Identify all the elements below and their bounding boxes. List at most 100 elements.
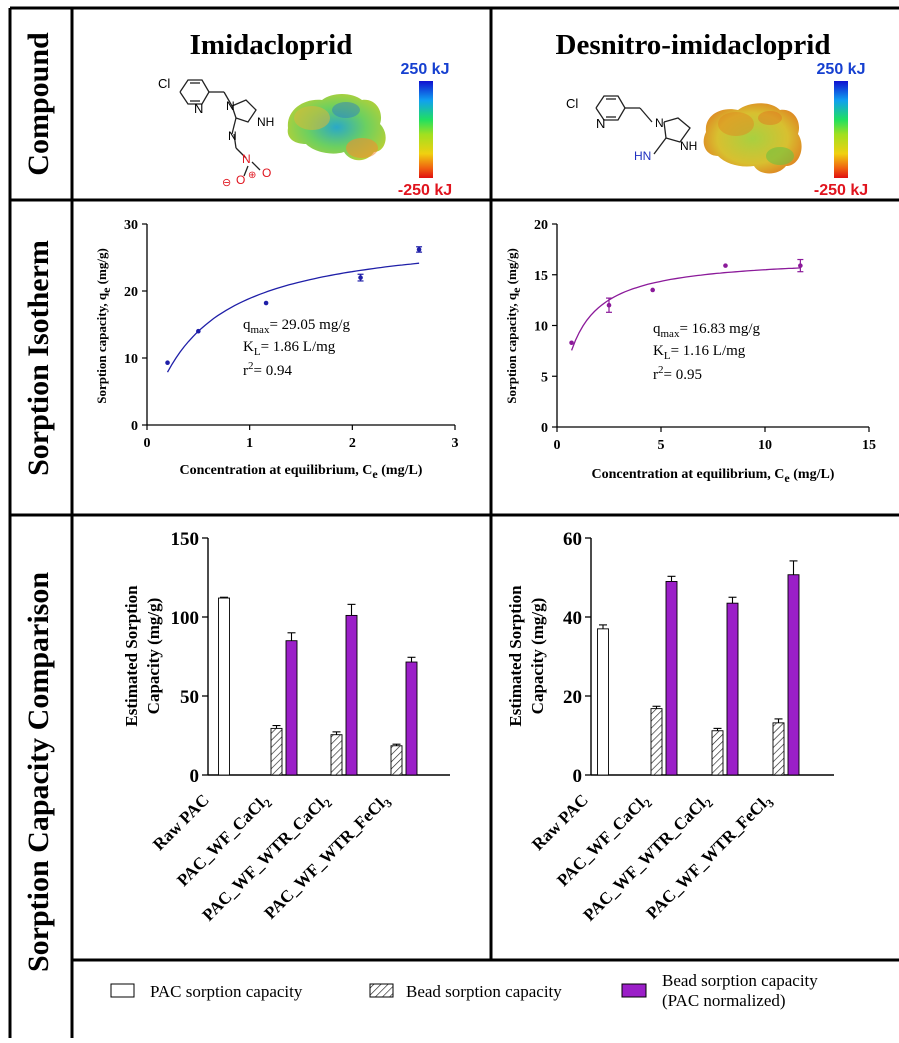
scale-bottom-label: -250 kJ [814,182,868,199]
y-axis-label: Sorption capacity, qe (mg/g) [504,248,523,404]
legend-label-pac: PAC sorption capacity [150,982,303,1001]
x-tick-label: 10 [758,438,772,453]
data-point [569,340,574,346]
legend-label-normalized-1: Bead sorption capacity [662,971,818,990]
y-axis-label: Capacity (mg/g) [528,598,547,715]
panel-frame [8,6,899,1038]
data-point [165,360,170,365]
atom-n1: N [655,116,664,130]
x-axis-label: Concentration at equilibrium, Ce (mg/L) [180,463,423,481]
bar [772,722,785,776]
esp-surface-desnitro [703,103,802,174]
y-tick-label: 0 [190,766,200,787]
legend-swatch-normalized [621,983,647,998]
atom-nh: NH [257,115,274,129]
x-axis-label: Concentration at equilibrium, Ce (mg/L) [592,467,835,485]
data-point [798,263,803,268]
structure-desnitro [595,95,691,155]
category-label: PAC_WF_WTR_FeCl3 [261,790,395,924]
atom-n-imine: N [228,129,237,143]
annotation-qmax: qmax= 16.83 mg/g [653,321,760,340]
y-tick-label: 0 [541,421,548,436]
atom-nitro-n: N [242,152,251,166]
annotation-kl: KL= 1.86 L/mg [243,339,336,358]
atom-o: O [262,166,271,180]
structure-imidacloprid [179,79,261,177]
row-label-isotherm: Sorption Isotherm [22,240,55,476]
legend-swatch-bead [369,983,394,998]
x-tick-label: 0 [554,438,561,453]
row-label-compound: Compound [22,32,55,176]
category-label: Raw PAC [528,790,592,854]
isotherm-chart-imidacloprid: 0 10 20 30 0 1 2 3 Sorption capacity, qe (mg/g) C… [94,218,459,481]
bar [787,574,800,776]
atom-o-minus: O [236,173,245,187]
atom-cl: Cl [566,96,578,111]
y-tick-label: 0 [131,419,138,434]
y-axis-label: Capacity (mg/g) [144,598,163,715]
scale-top-label: 250 kJ [401,61,450,78]
x-tick-label: 3 [452,436,459,451]
y-tick-label: 20 [563,687,582,708]
bar [597,628,609,776]
y-tick-label: 40 [563,608,582,629]
data-point [358,275,363,280]
annotation-kl: KL= 1.16 L/mg [653,343,746,362]
color-scale-bar [834,81,848,178]
atom-hn: HN [634,149,651,163]
y-tick-label: 5 [541,370,548,385]
x-tick-label: 1 [246,436,253,451]
bar [218,597,230,776]
compound-panel-desnitro: Desnitro-imidacloprid Cl N N NH HN 250 k… [556,29,869,199]
category-label: PAC_WF_WTR_FeCl3 [643,790,777,924]
atom-n-ring: N [194,101,203,116]
atom-n1: N [226,99,235,113]
legend-swatch-pac [110,983,135,998]
atom-cl: Cl [158,76,170,91]
y-tick-label: 10 [534,320,548,335]
langmuir-fit-line [166,262,420,373]
atom-nh: NH [680,139,697,153]
data-point [723,263,728,268]
charge-plus: ⊕ [248,170,256,181]
legend-label-normalized-2: (PAC normalized) [662,991,786,1010]
data-point [196,328,201,334]
bar [726,602,739,776]
charge-minus: ⊖ [222,177,231,189]
isotherm-chart-desnitro: 0 5 10 15 20 0 5 10 15 Sorption capacity, qe (mg/… [504,218,876,485]
atom-n-ring: N [596,116,605,131]
bar [285,640,298,776]
bar [330,734,343,776]
x-tick-label: 0 [144,436,151,451]
legend: PAC sorption capacity Bead sorption capa… [110,971,818,1010]
scale-bottom-label: -250 kJ [398,182,452,199]
bar [711,730,724,776]
data-point [606,302,612,308]
bar [665,581,678,776]
y-tick-label: 20 [534,218,548,233]
langmuir-fit-line [570,267,801,351]
y-tick-label: 60 [563,529,582,550]
y-tick-label: 100 [171,608,200,629]
category-label: Raw PAC [149,790,213,854]
data-point [650,287,655,293]
annotation-r2: r2= 0.94 [243,360,292,379]
data-point [416,247,422,252]
x-tick-label: 2 [349,436,356,451]
y-tick-label: 10 [124,352,138,367]
y-tick-label: 50 [180,687,199,708]
scale-top-label: 250 kJ [817,61,866,78]
annotation-r2: r2= 0.95 [653,364,702,383]
y-axis-label: Estimated Sorption [506,585,525,727]
y-tick-label: 0 [573,766,583,787]
bar [390,745,403,776]
y-tick-label: 20 [124,285,138,300]
bar [270,727,283,776]
legend-label-bead: Bead sorption capacity [406,982,562,1001]
y-axis-label: Sorption capacity, qe (mg/g) [94,248,113,404]
compound-title: Imidacloprid [190,29,353,61]
x-tick-label: 15 [862,438,876,453]
